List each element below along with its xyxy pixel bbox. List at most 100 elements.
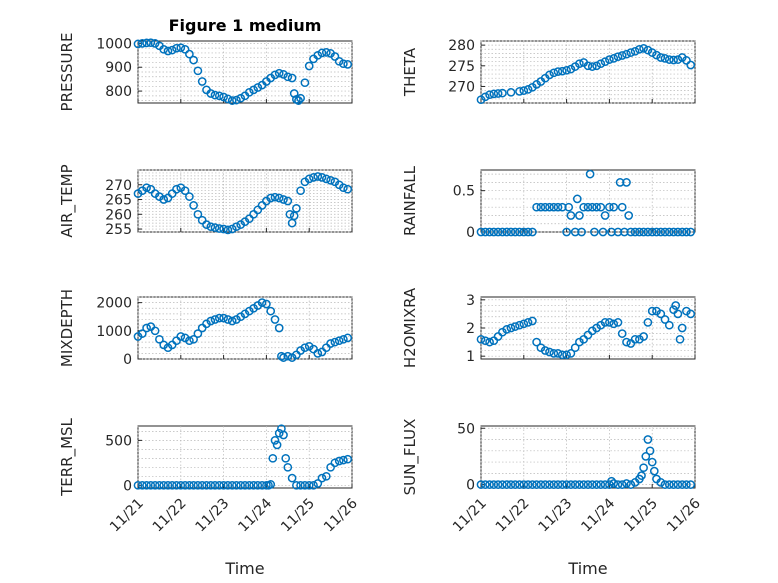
data-point: [510, 322, 520, 331]
data-point: [219, 313, 228, 323]
y-axis-label: H2OMIXRA: [401, 287, 419, 368]
y-axis-label: MIXDEPTH: [58, 289, 76, 367]
data-point: [626, 480, 636, 489]
data-point: [506, 227, 516, 237]
data-point: [557, 66, 567, 76]
data-point: [476, 227, 486, 237]
y-tick-label: 270: [448, 79, 475, 95]
data-point: [189, 201, 198, 210]
data-point: [557, 202, 567, 212]
data-point: [577, 227, 586, 237]
data-point: [566, 480, 576, 489]
data-point: [240, 309, 250, 319]
data-point: [296, 93, 305, 103]
data-point: [596, 320, 606, 330]
data-point: [210, 90, 220, 100]
data-point: [532, 337, 541, 347]
data-point: [622, 178, 631, 187]
data-point: [334, 336, 344, 346]
y-axis-label: THETA: [401, 47, 419, 97]
data-point: [639, 463, 648, 473]
x-axis-label-left: Time: [224, 559, 264, 578]
data-point: [296, 480, 305, 490]
data-point: [214, 480, 224, 490]
data-point: [564, 202, 574, 212]
data-point: [339, 59, 348, 69]
data-point: [142, 480, 151, 490]
data-point: [549, 349, 559, 358]
data-point: [686, 60, 696, 70]
data-point: [545, 480, 554, 489]
data-point: [202, 480, 211, 490]
data-point: [210, 223, 220, 232]
data-point: [476, 334, 486, 344]
data-point: [485, 227, 494, 237]
data-point: [562, 65, 571, 75]
data-point: [283, 196, 293, 206]
data-point: [304, 480, 314, 490]
data-point: [266, 193, 276, 203]
data-point: [236, 93, 246, 103]
data-point: [671, 301, 681, 310]
y-tick-label: 1: [466, 349, 475, 365]
data-point: [189, 334, 198, 344]
data-point: [598, 227, 608, 237]
data-point: [506, 323, 516, 333]
data-point: [321, 471, 331, 481]
x-tick-label: 11/21: [450, 496, 490, 536]
data-point: [506, 87, 516, 97]
data-point: [270, 315, 280, 324]
data-point: [570, 343, 580, 353]
x-tick-label: 11/25: [621, 496, 661, 536]
data-point: [480, 336, 490, 346]
data-point: [686, 480, 696, 489]
data-point: [167, 189, 177, 198]
data-point: [296, 346, 305, 355]
data-point: [321, 174, 331, 184]
data-point: [343, 184, 353, 194]
data-point: [159, 480, 169, 490]
data-point: [339, 334, 348, 344]
data-point: [673, 55, 683, 64]
data-point: [274, 68, 284, 78]
data-point: [232, 222, 241, 232]
data-point: [313, 172, 323, 181]
data-point: [485, 90, 494, 100]
data-point: [570, 480, 580, 489]
y-tick-label: 270: [105, 178, 132, 194]
data-point: [321, 48, 331, 57]
data-point: [553, 202, 563, 212]
data-point: [553, 67, 563, 76]
data-point: [214, 91, 224, 101]
y-tick-label: 265: [105, 193, 132, 209]
data-point: [155, 480, 164, 490]
data-point: [682, 480, 691, 489]
data-point: [502, 480, 512, 489]
data-point: [682, 306, 691, 316]
data-point: [562, 480, 571, 489]
data-point: [528, 316, 537, 326]
data-point: [159, 340, 169, 350]
y-tick-label: 280: [448, 38, 475, 54]
data-point: [630, 334, 640, 344]
data-point: [536, 343, 546, 353]
data-point: [249, 85, 258, 95]
data-point: [592, 480, 601, 489]
data-point: [605, 202, 614, 212]
data-point: [664, 227, 674, 237]
data-point: [493, 332, 503, 341]
data-point: [326, 339, 335, 348]
data-point: [592, 61, 601, 71]
data-point: [180, 333, 190, 343]
data-point: [596, 480, 606, 489]
data-point: [227, 316, 237, 326]
data-point: [587, 480, 597, 489]
data-point: [266, 306, 276, 316]
data-point: [677, 227, 687, 237]
data-point: [172, 184, 181, 194]
data-point: [343, 454, 353, 464]
data-point: [163, 480, 173, 490]
x-tick-label: 11/26: [321, 495, 361, 535]
